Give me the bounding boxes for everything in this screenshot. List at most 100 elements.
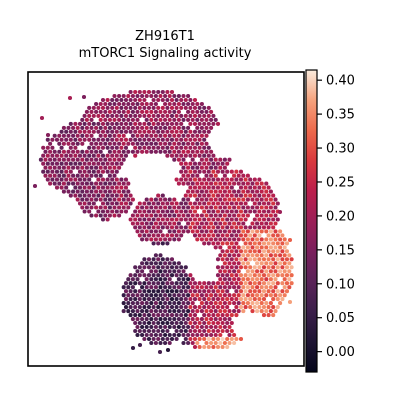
spot bbox=[114, 97, 119, 103]
spot bbox=[220, 233, 225, 238]
spot bbox=[172, 133, 177, 138]
spot bbox=[245, 277, 250, 282]
spot bbox=[199, 237, 204, 242]
spot bbox=[215, 193, 221, 198]
spot bbox=[266, 273, 271, 278]
spot bbox=[179, 209, 184, 214]
spot bbox=[105, 161, 110, 166]
spot bbox=[229, 257, 234, 262]
spot bbox=[209, 317, 214, 322]
spot bbox=[238, 336, 244, 342]
spot bbox=[261, 185, 267, 190]
spot bbox=[158, 269, 163, 274]
spot bbox=[266, 265, 271, 270]
spot bbox=[107, 165, 112, 170]
spot bbox=[275, 265, 280, 270]
spot bbox=[59, 145, 64, 150]
spot bbox=[135, 213, 140, 218]
spot bbox=[77, 201, 83, 206]
spot bbox=[84, 125, 89, 130]
spot bbox=[98, 213, 103, 218]
spot bbox=[282, 253, 287, 258]
spot bbox=[245, 237, 250, 242]
spot bbox=[119, 201, 124, 206]
spot bbox=[59, 177, 64, 182]
spot bbox=[236, 213, 241, 218]
spot bbox=[149, 205, 154, 210]
spot bbox=[181, 93, 186, 99]
spot bbox=[103, 197, 108, 202]
spot bbox=[135, 317, 140, 322]
spot bbox=[130, 221, 135, 226]
spot bbox=[153, 309, 158, 314]
spot bbox=[172, 221, 177, 226]
spot bbox=[229, 201, 234, 206]
spot bbox=[206, 328, 211, 334]
spot bbox=[236, 237, 241, 242]
spot bbox=[245, 173, 250, 178]
spot bbox=[204, 109, 209, 114]
spot bbox=[181, 293, 186, 298]
spot bbox=[278, 261, 283, 266]
spot bbox=[278, 269, 283, 274]
spot bbox=[232, 293, 237, 298]
spot bbox=[248, 249, 253, 254]
spot bbox=[181, 133, 186, 138]
spot bbox=[167, 293, 172, 298]
spot bbox=[133, 289, 138, 294]
spot bbox=[73, 161, 78, 166]
spot bbox=[163, 205, 168, 210]
spot bbox=[248, 185, 253, 190]
spot bbox=[213, 157, 218, 162]
spot bbox=[241, 189, 246, 194]
spot bbox=[183, 217, 188, 222]
spot bbox=[84, 181, 89, 186]
spot bbox=[112, 93, 117, 99]
spot bbox=[135, 141, 140, 146]
spot bbox=[232, 253, 237, 258]
spot bbox=[234, 265, 239, 270]
spot bbox=[167, 197, 172, 202]
spot bbox=[220, 257, 225, 262]
spot bbox=[211, 328, 216, 334]
spot bbox=[172, 324, 177, 330]
spot bbox=[211, 320, 216, 326]
spot bbox=[149, 261, 154, 266]
spot bbox=[169, 89, 175, 95]
spot bbox=[87, 193, 92, 198]
spot bbox=[238, 305, 244, 310]
spot bbox=[169, 297, 175, 302]
spot bbox=[174, 217, 179, 222]
spot bbox=[186, 93, 191, 99]
spot bbox=[220, 185, 225, 190]
spot bbox=[114, 121, 119, 126]
spot bbox=[202, 121, 207, 126]
spot bbox=[202, 113, 207, 118]
spot bbox=[252, 305, 257, 310]
spot bbox=[140, 261, 145, 266]
spot bbox=[126, 277, 131, 282]
spot bbox=[64, 161, 69, 166]
spot bbox=[190, 205, 195, 210]
colorbar-tick-label: 0.35 bbox=[326, 108, 355, 123]
spot bbox=[112, 205, 117, 210]
spot bbox=[181, 181, 186, 186]
spot bbox=[211, 153, 216, 158]
spot bbox=[236, 261, 241, 266]
spot bbox=[232, 332, 237, 338]
spot bbox=[209, 340, 214, 346]
spot bbox=[252, 193, 257, 198]
spot bbox=[163, 221, 168, 226]
spot bbox=[229, 328, 234, 334]
spot bbox=[59, 137, 64, 142]
spot bbox=[160, 121, 165, 126]
spot bbox=[211, 225, 216, 230]
spot bbox=[250, 221, 255, 226]
colorbar-tick-label: 0.20 bbox=[326, 209, 355, 224]
spot bbox=[158, 229, 163, 234]
spot bbox=[137, 289, 142, 294]
spot bbox=[282, 261, 287, 266]
spot bbox=[243, 241, 248, 246]
spot bbox=[98, 165, 103, 170]
spot bbox=[151, 137, 156, 142]
